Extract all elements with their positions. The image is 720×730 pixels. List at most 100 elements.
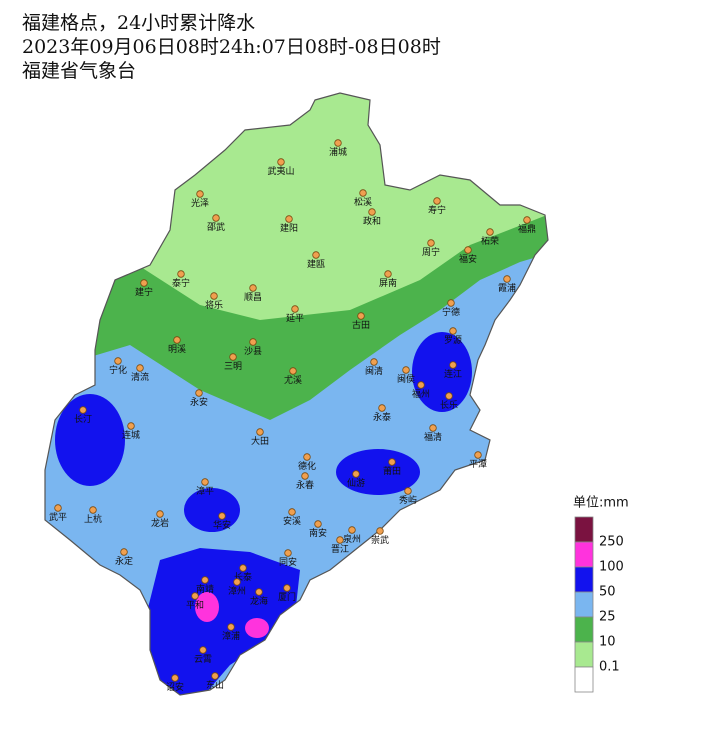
city-dot	[210, 292, 218, 300]
city-dot	[114, 357, 122, 365]
city-dot	[433, 197, 441, 205]
city-dot	[177, 270, 185, 278]
legend-swatch	[574, 566, 594, 593]
city-dot	[348, 526, 356, 534]
city-dot	[447, 299, 455, 307]
city-label: 平和	[186, 600, 204, 611]
legend-unit: 单位:mm	[573, 496, 629, 511]
city-label: 华安	[213, 519, 231, 531]
city-dot	[171, 674, 179, 682]
city-label: 泉州	[343, 533, 361, 545]
city-dot	[301, 472, 309, 480]
city-dot	[352, 470, 360, 478]
city-dot	[289, 367, 297, 375]
city-dot	[173, 336, 181, 344]
city-dot	[449, 327, 457, 335]
city-label: 德化	[298, 460, 316, 472]
city-dot	[312, 251, 320, 259]
city-label: 福清	[424, 431, 442, 443]
city-label: 云霄	[194, 654, 212, 665]
city-label: 松溪	[354, 196, 372, 208]
city-dot	[54, 504, 62, 512]
city-label: 永泰	[373, 411, 391, 423]
city-dot	[277, 158, 285, 166]
city-label: 将乐	[205, 299, 223, 311]
legend-label: 0.1	[599, 660, 620, 675]
city-label: 连城	[122, 429, 140, 441]
city-label: 漳平	[196, 485, 214, 497]
city-label: 上杭	[84, 513, 102, 525]
legend-label: 250	[599, 535, 624, 550]
city-label: 平潭	[469, 459, 487, 470]
legend-label: 10	[599, 635, 616, 650]
city-label: 厦门	[278, 591, 296, 603]
city-dot	[140, 279, 148, 287]
city-dot	[201, 576, 209, 584]
city-label: 清流	[131, 371, 149, 383]
city-dot	[503, 275, 511, 283]
city-dot	[376, 527, 384, 535]
city-dot	[378, 404, 386, 412]
city-label: 宁化	[109, 364, 127, 376]
city-label: 三明	[224, 361, 242, 372]
city-dot	[201, 478, 209, 486]
city-label: 浦城	[329, 146, 347, 158]
city-dot	[314, 520, 322, 528]
map-subtitle: 2023年09月06日08时24h:07日08时-08日08时	[22, 36, 441, 58]
city-dot	[303, 453, 311, 461]
city-dot	[474, 451, 482, 459]
zone-100	[195, 592, 219, 622]
city-dot	[449, 361, 457, 369]
zone-50	[55, 394, 125, 486]
city-dot	[402, 366, 410, 374]
map-source: 福建省气象台	[22, 60, 136, 82]
city-label: 宁德	[442, 306, 460, 318]
city-dot	[388, 458, 396, 466]
legend: 单位:mm 250 100 50 25 10 0.1	[573, 496, 629, 693]
city-label: 屏南	[379, 277, 397, 289]
city-label: 福安	[459, 253, 477, 265]
city-dot	[288, 508, 296, 516]
city-dot	[249, 338, 257, 346]
city-dot	[195, 389, 203, 397]
legend-label: 50	[599, 585, 616, 600]
city-label: 崇武	[371, 534, 389, 546]
city-label: 龙海	[250, 595, 268, 607]
city-dot	[384, 270, 392, 278]
city-label: 秀屿	[399, 494, 417, 506]
city-label: 大田	[251, 435, 269, 447]
city-label: 连江	[444, 368, 462, 380]
city-label: 东山	[206, 679, 224, 691]
city-label: 柘荣	[481, 235, 499, 247]
city-label: 武平	[49, 511, 67, 523]
city-label: 尤溪	[284, 374, 302, 386]
city-label: 周宁	[422, 246, 440, 258]
city-label: 闽清	[365, 365, 383, 377]
city-label: 福州	[412, 388, 430, 400]
city-label: 泰宁	[172, 277, 190, 289]
city-dot	[417, 381, 425, 389]
city-label: 南靖	[196, 583, 214, 595]
legend-swatch	[574, 591, 594, 618]
city-label: 沙县	[244, 346, 262, 357]
city-dot	[464, 246, 472, 254]
city-label: 安溪	[283, 515, 301, 527]
legend-swatch	[574, 516, 594, 543]
city-label: 建宁	[135, 286, 153, 298]
city-label: 闽侯	[397, 373, 415, 385]
city-dot	[370, 358, 378, 366]
city-label: 长汀	[74, 413, 92, 425]
city-label: 邵武	[207, 221, 225, 233]
legend-swatch	[574, 616, 594, 643]
city-dot	[229, 353, 237, 361]
city-label: 顺昌	[244, 292, 262, 303]
city-dot	[239, 564, 247, 572]
zone-50	[145, 548, 300, 695]
city-dot	[127, 422, 135, 430]
legend-label: 25	[599, 610, 616, 625]
zone-100	[245, 618, 269, 638]
city-dot	[404, 487, 412, 495]
city-dot	[227, 623, 235, 631]
